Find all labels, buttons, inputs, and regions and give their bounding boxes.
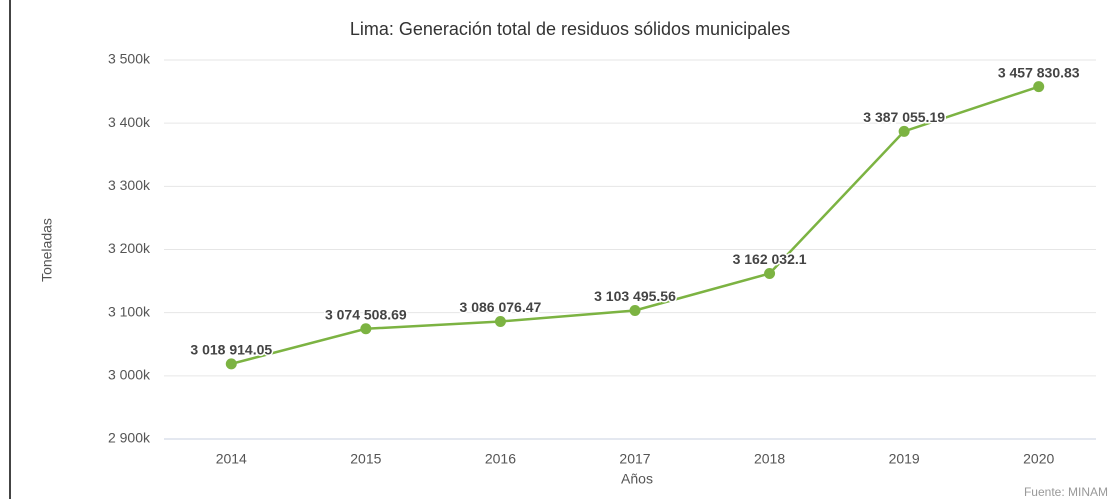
x-tick-label: 2018 [754, 451, 785, 467]
x-tick-label: 2017 [619, 451, 650, 467]
point [494, 315, 506, 327]
source: Fuente: MINAM [1024, 485, 1108, 499]
y-tick-label: 3 100k [108, 303, 151, 319]
data-label: 3 074 508.69 [325, 306, 407, 322]
y-tick-label: 3 200k [108, 240, 151, 256]
y-tick-label: 2 900k [108, 430, 151, 446]
y-tick-label: 3 500k [108, 51, 151, 67]
point [898, 125, 910, 137]
x-tick-label: 2020 [1023, 451, 1054, 467]
data-label: 3 086 076.47 [460, 299, 542, 315]
x-tick-label: 2015 [350, 451, 381, 467]
data-label: 3 457 830.83 [998, 64, 1080, 80]
y-tick-label: 3 400k [108, 114, 151, 130]
chart-title: Lima: Generación total de residuos sólid… [350, 19, 790, 39]
point [1033, 81, 1045, 93]
point [360, 323, 372, 335]
data-label: 3 387 055.19 [863, 109, 945, 125]
x-tick-label: 2016 [485, 451, 516, 467]
x-tick-label: 2019 [889, 451, 920, 467]
x-tick-label: 2014 [216, 451, 247, 467]
data-label: 3 018 914.05 [190, 342, 272, 358]
data-label: 3 162 032.1 [733, 251, 807, 267]
y-tick-label: 3 300k [108, 177, 151, 193]
point [225, 358, 237, 370]
data-label: 3 103 495.56 [594, 288, 676, 304]
y-axis-title: Toneladas [39, 218, 55, 282]
y-tick-label: 3 000k [108, 367, 151, 383]
point [764, 267, 776, 279]
point [629, 304, 641, 316]
x-axis-title: Años [621, 471, 653, 487]
